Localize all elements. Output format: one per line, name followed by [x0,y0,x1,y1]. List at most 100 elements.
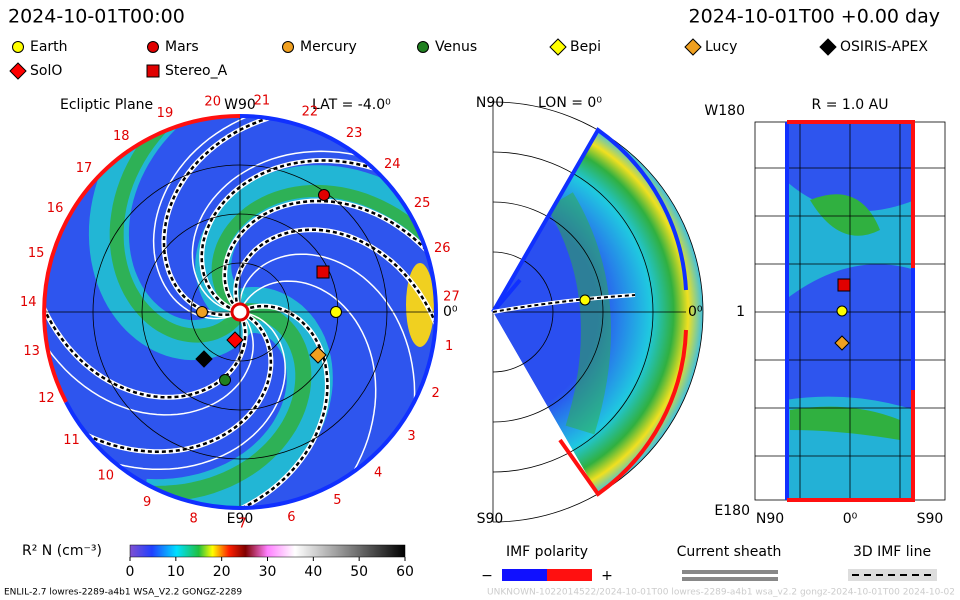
longitude-label: 25 [414,196,431,211]
polarity-edge [42,114,241,403]
footer-faint: UNKNOWN-1022014522/2024-10-01T00 lowres-… [487,588,955,598]
longitude-label: 11 [63,433,80,448]
panel-title: Ecliptic Plane [60,97,153,113]
key-title: IMF polarity [506,544,588,560]
polarity-neg [502,569,547,581]
colorbar-tick-label: 60 [396,564,414,580]
body-marker [330,306,342,318]
polarity-edge [64,114,439,511]
body-marker [195,350,213,368]
legend-marker [12,41,24,53]
longitude-label: 10 [97,469,114,484]
sheath-line [240,280,377,505]
colorbar-tick-label: 0 [126,564,135,580]
longitude-label: 6 [287,510,295,525]
legend-label: Mercury [300,39,357,55]
legend-marker [417,41,429,53]
imf-line [223,199,436,310]
legend-marker [282,41,294,53]
colorbar-tick-label: 50 [350,564,368,580]
sun [230,302,250,322]
axis-label: 0⁰ [843,511,858,527]
longitude-label: 24 [384,157,401,172]
sheath-line [78,311,286,471]
longitude-label: 8 [189,511,197,526]
lucy-marker [834,335,850,351]
body-marker [196,306,208,318]
legend-label: Lucy [705,39,737,55]
longitude-label: 22 [302,104,319,119]
axis-label: E180 [714,503,750,519]
longitude-label: 7 [238,516,246,531]
longitude-label: 12 [38,391,55,406]
axis-label: S90 [477,511,504,527]
axis-label: 1 [736,304,745,320]
colorbar-tick-label: 40 [304,564,322,580]
body-marker [309,346,327,364]
legend-label: Venus [435,39,477,55]
date-offset: 2024-10-01T00 +0.00 day [689,6,940,28]
axis-label: N90 [476,95,504,111]
legend-label: Earth [30,39,68,55]
sheath-line [191,150,396,313]
longitude: LON = 0⁰ [538,95,602,111]
sheath-line [44,313,254,416]
imf-line [206,304,329,508]
legend-marker [9,62,27,80]
legend-label: Mars [165,39,199,55]
key-label: + [601,568,613,584]
longitude-label: 20 [204,94,221,109]
imf-line [200,159,409,312]
key-label: − [481,568,493,584]
imf-line [44,272,247,399]
axis-label: N90 [756,511,784,527]
longitude-label: 19 [157,106,174,121]
density-peak [406,263,434,347]
longitude-label: 16 [47,201,64,216]
legend-label: Stereo_A [165,63,228,79]
longitude-label: 9 [143,495,151,510]
panel-title: R = 1.0 AU [812,97,889,113]
colorbar-tick-label: 30 [259,564,277,580]
body-marker [318,189,330,201]
longitude-label: 26 [434,241,451,256]
density-arm [109,116,244,343]
stereo-a-marker [837,278,851,292]
legend-label: SolO [30,63,62,79]
longitude-label: 17 [76,161,93,176]
legend-marker [684,38,702,56]
density-arm [211,184,436,315]
axis-label: S90 [917,511,944,527]
axis-label: W90 [224,97,256,113]
longitude-label: 2 [431,386,439,401]
longitude-label: 15 [28,246,45,261]
meridional-grid [491,101,704,523]
longitude-label: 4 [374,465,382,480]
legend-marker [549,38,567,56]
longitude-label: 5 [333,493,341,508]
colorbar-label: R² N (cm⁻³) [22,543,102,559]
latitude: LAT = -4.0⁰ [312,97,391,113]
longitude-label: 14 [20,295,37,310]
density-arm [126,303,312,502]
axis-label: E90 [227,511,254,527]
polarity-pos [547,569,592,581]
longitude-label: 18 [113,129,130,144]
longitude-label: 27 [443,289,460,304]
longitude-label: 13 [23,344,40,359]
imf-line [492,294,636,313]
date: 2024-10-01T00:00 [8,6,185,28]
earth-marker [836,305,848,317]
earth-marker [579,294,591,306]
imf-line [234,228,436,360]
longitude-label: 21 [254,94,271,109]
key-title: Current sheath [677,544,782,560]
radial-grid [754,120,946,502]
legend-label: Bepi [570,39,601,55]
longitude-label: 3 [407,429,415,444]
body-marker [219,374,231,386]
sheath-line [238,253,416,441]
colorbar-tick-label: 10 [167,564,185,580]
legend-label: OSIRIS-APEX [840,39,928,55]
